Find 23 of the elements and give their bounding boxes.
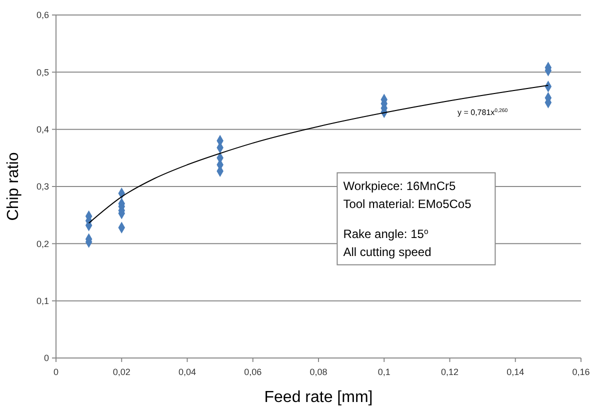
y-tick-label: 0: [44, 353, 49, 364]
y-tick-label: 0,6: [36, 10, 49, 20]
y-tick-label: 0,5: [36, 67, 49, 78]
x-tick-label: 0,02: [112, 367, 130, 377]
x-tick-label: 0,16: [572, 367, 590, 377]
annotation: y = 0,781x$^{0,260}$: [458, 108, 508, 118]
x-tick-label: 0,1: [378, 367, 390, 377]
y-tick-label: 0,2: [36, 238, 49, 249]
annotation: Tool material: EMo5Co5: [343, 196, 472, 211]
x-tick-label: 0,06: [244, 367, 262, 377]
y-axis-title: Chip ratio: [5, 152, 22, 221]
x-tick-label: 0: [53, 367, 59, 377]
x-tick-label: 0,12: [440, 367, 459, 377]
x-tick-label: 0,04: [178, 367, 196, 377]
y-tick-label: 0,4: [36, 124, 49, 134]
annotation: Rake angle: 15$^{o}$: [343, 226, 429, 241]
x-tick-label: 0,14: [506, 367, 524, 377]
annotation: All cutting speed: [343, 244, 432, 259]
x-tick-label: 0,08: [310, 367, 328, 377]
y-tick-label: 0,1: [36, 296, 49, 306]
x-axis-title: Feed rate [mm]: [264, 389, 373, 406]
annotation: Workpiece: 16MnCr5: [343, 178, 456, 193]
y-tick-label: 0,3: [36, 182, 49, 192]
